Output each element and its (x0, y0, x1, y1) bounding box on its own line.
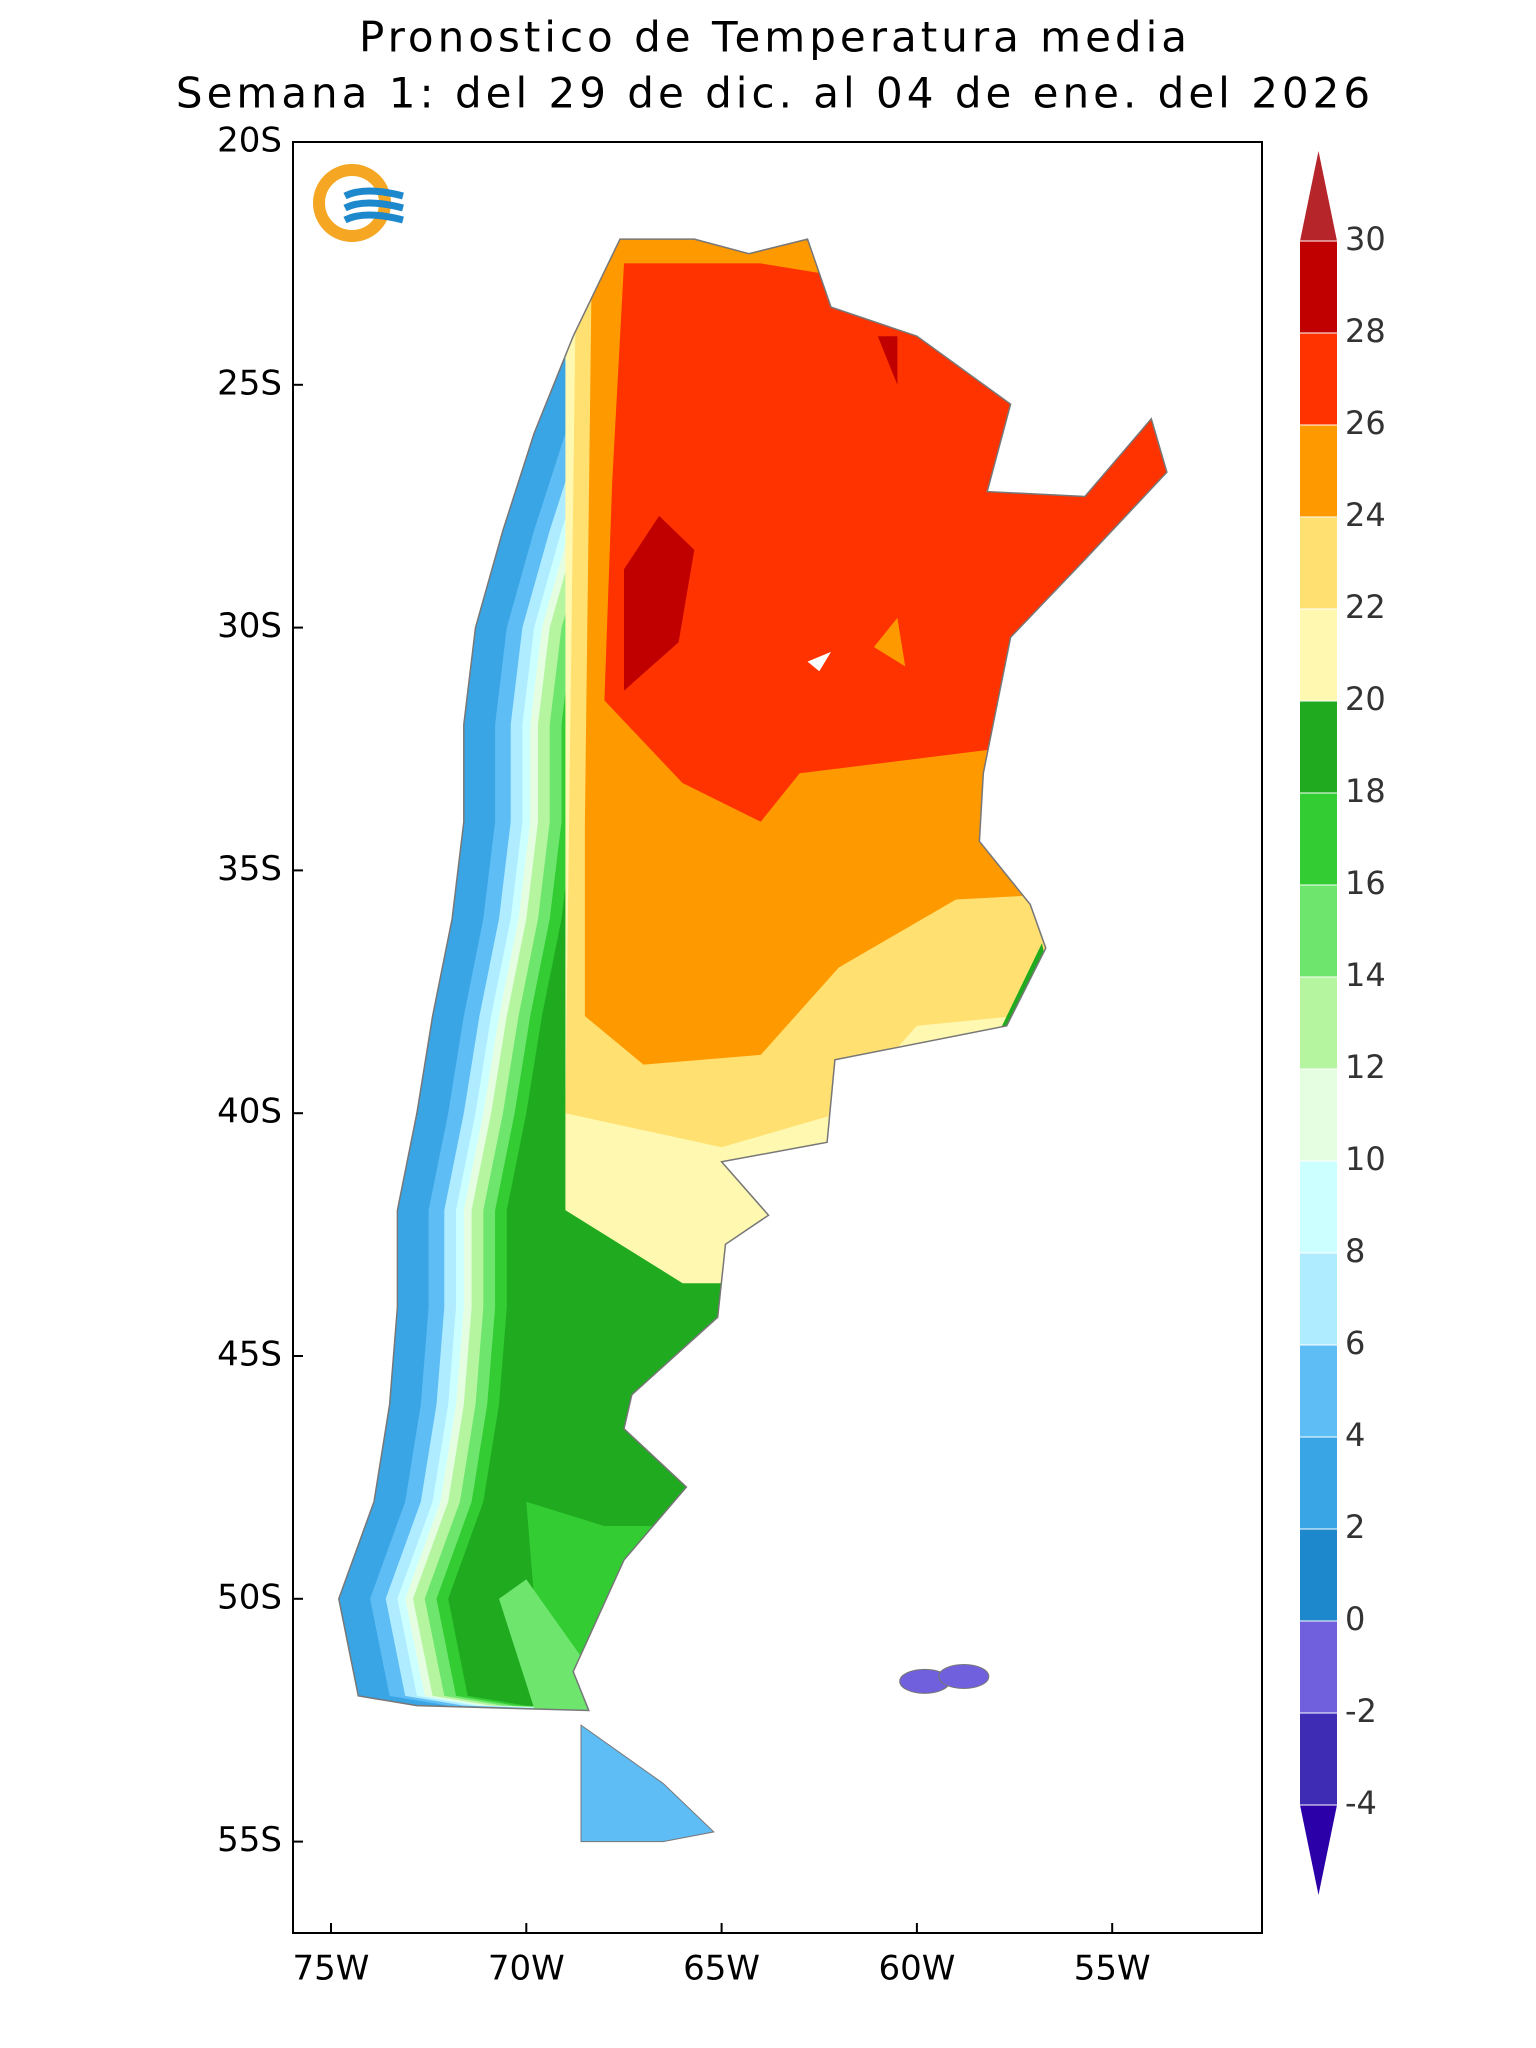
lon-tick-label: 65W (683, 1949, 760, 1989)
colorbar-segment (1300, 1345, 1337, 1437)
lon-tick-label: 75W (293, 1949, 370, 1989)
colorbar-label: 24 (1345, 496, 1386, 534)
lat-tick-label: 55S (217, 1820, 282, 1860)
lat-tick-label: 30S (217, 606, 282, 646)
colorbar-label: 20 (1345, 680, 1386, 718)
colorbar-segment (1300, 793, 1337, 885)
lat-tick-label: 45S (217, 1335, 282, 1375)
colorbar-segment (1300, 517, 1337, 609)
logo (313, 164, 404, 242)
outline (338, 238, 1168, 1712)
colorbar-segment (1300, 977, 1337, 1069)
colorbar-end (1300, 1805, 1337, 1895)
lon-tick-label: 70W (488, 1949, 565, 1989)
colorbar-segment (1300, 701, 1337, 793)
colorbar-segment (1300, 885, 1337, 977)
colorbar-end (1300, 151, 1337, 241)
colorbar-label: 26 (1345, 404, 1386, 442)
colorbar-segment (1300, 1161, 1337, 1253)
colorbar-label: 28 (1345, 312, 1386, 350)
map-frame (292, 141, 1263, 1934)
islands (938, 1663, 990, 1689)
lat-tick-label: 50S (217, 1577, 282, 1617)
colorbar-label: 6 (1345, 1324, 1365, 1362)
colorbar-label: 22 (1345, 588, 1386, 626)
colorbar-label: 4 (1345, 1416, 1365, 1454)
colorbar-label: -4 (1345, 1784, 1377, 1822)
colorbar-segment (1300, 1253, 1337, 1345)
colorbar-segment (1300, 1621, 1337, 1713)
colorbar-label: 30 (1345, 220, 1386, 258)
lon-tick-label: 60W (878, 1949, 955, 1989)
tierra-del-fuego (580, 1724, 715, 1843)
colorbar-label: 14 (1345, 956, 1386, 994)
title-line: Pronostico de Temperatura media (359, 13, 1191, 62)
colorbar-segment (1300, 1529, 1337, 1621)
lat-tick-label: 25S (217, 363, 282, 403)
colorbar-segment (1300, 333, 1337, 425)
colorbar-segment (1300, 609, 1337, 701)
lon-tick-label: 55W (1074, 1949, 1151, 1989)
zone (873, 617, 906, 667)
zone (877, 336, 898, 385)
colorbar-label: 0 (1345, 1600, 1365, 1638)
colorbar-label: 2 (1345, 1508, 1365, 1546)
colorbar-label: -2 (1345, 1692, 1377, 1730)
colorbar-label: 16 (1345, 864, 1386, 902)
colorbar-segment (1300, 241, 1337, 333)
colorbar-label: 18 (1345, 772, 1386, 810)
lat-tick-label: 40S (217, 1092, 282, 1132)
zone (624, 515, 695, 691)
colorbar-segment (1300, 1713, 1337, 1805)
colorbar-label: 8 (1345, 1232, 1365, 1270)
lat-tick-label: 35S (217, 849, 282, 889)
lat-tick-label: 20S (217, 121, 282, 161)
colorbar-segment (1300, 425, 1337, 517)
title-line: Semana 1: del 29 de dic. al 04 de ene. d… (176, 69, 1374, 118)
colorbar-segment (1300, 1437, 1337, 1529)
colorbar-label: 10 (1345, 1140, 1386, 1178)
colorbar-segment (1300, 1069, 1337, 1161)
zone (807, 651, 831, 672)
colorbar-label: 12 (1345, 1048, 1386, 1086)
zone (604, 263, 1167, 822)
